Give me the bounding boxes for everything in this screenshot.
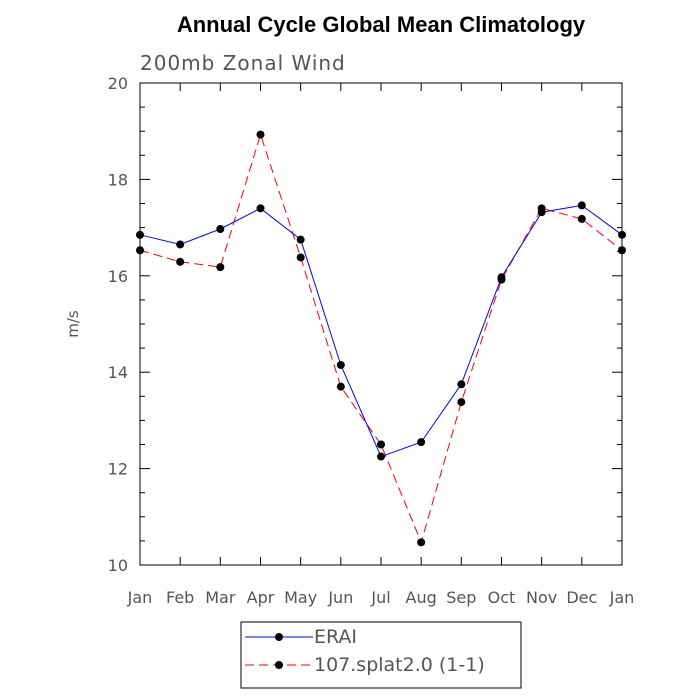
data-point-splat — [377, 440, 385, 449]
data-point-splat — [336, 382, 345, 391]
data-point-splat — [497, 275, 506, 284]
chart-subtitle: 200mb Zonal Wind — [140, 51, 346, 75]
data-point-splat — [296, 253, 305, 262]
legend-erai-marker — [275, 633, 283, 641]
data-point-splat — [537, 204, 546, 213]
data-point-erai — [176, 240, 185, 249]
y-tick-label: 20 — [108, 74, 128, 93]
data-point-erai — [577, 201, 586, 210]
legend: ERAI 107.splat2.0 (1-1) — [240, 621, 522, 689]
plot-frame — [139, 82, 623, 566]
y-axis-label: m/s — [64, 310, 82, 338]
x-tick-label: Jul — [370, 588, 390, 607]
x-tick-label: Apr — [247, 588, 275, 607]
data-point-erai — [216, 225, 225, 234]
legend-splat-marker — [275, 661, 283, 669]
data-point-splat — [417, 538, 426, 547]
data-point-erai — [377, 452, 385, 461]
x-tick-label: Oct — [488, 588, 516, 607]
x-tick-label: Feb — [166, 588, 194, 607]
series-layer — [136, 130, 626, 547]
chart-title: Annual Cycle Global Mean Climatology — [177, 12, 586, 37]
x-tick-label: Jan — [609, 588, 635, 607]
data-point-splat — [457, 398, 466, 407]
data-point-erai — [136, 230, 144, 239]
data-point-splat — [176, 257, 185, 266]
legend-erai-label: ERAI — [314, 626, 357, 648]
data-point-erai — [296, 235, 305, 244]
data-point-erai — [256, 204, 265, 213]
y-tick-label: 16 — [108, 267, 128, 286]
x-tick-label: Sep — [446, 588, 476, 607]
data-point-splat — [577, 214, 586, 223]
x-tick-label: Nov — [526, 588, 557, 607]
y-tick-label: 18 — [108, 170, 128, 189]
legend-box — [240, 621, 522, 689]
data-point-erai — [417, 438, 426, 447]
series-line-splat — [139, 132, 623, 544]
data-point-erai — [618, 230, 626, 239]
data-point-splat — [136, 246, 144, 255]
legend-splat-label: 107.splat2.0 (1-1) — [314, 654, 485, 676]
y-tick-label: 14 — [108, 363, 128, 382]
x-tick-label: May — [284, 588, 317, 607]
data-point-erai — [457, 380, 466, 389]
data-point-splat — [618, 246, 626, 255]
x-tick-label: Jan — [127, 588, 153, 607]
data-point-splat — [216, 263, 225, 272]
x-axis-ticks: Jan Feb Mar Apr May Jun Jul Aug Sep Oct Nov Dec Jan — [127, 83, 635, 607]
y-tick-label: 10 — [108, 556, 128, 575]
series-line-erai — [139, 204, 623, 458]
x-tick-label: Aug — [406, 588, 437, 607]
y-tick-label: 12 — [108, 460, 128, 479]
x-tick-label: Dec — [566, 588, 597, 607]
data-point-erai — [336, 360, 345, 369]
y-axis-ticks: 10 12 14 16 18 20 — [108, 74, 622, 575]
x-tick-label: Jun — [327, 588, 353, 607]
x-tick-label: Mar — [205, 588, 236, 607]
data-point-splat — [256, 130, 265, 139]
